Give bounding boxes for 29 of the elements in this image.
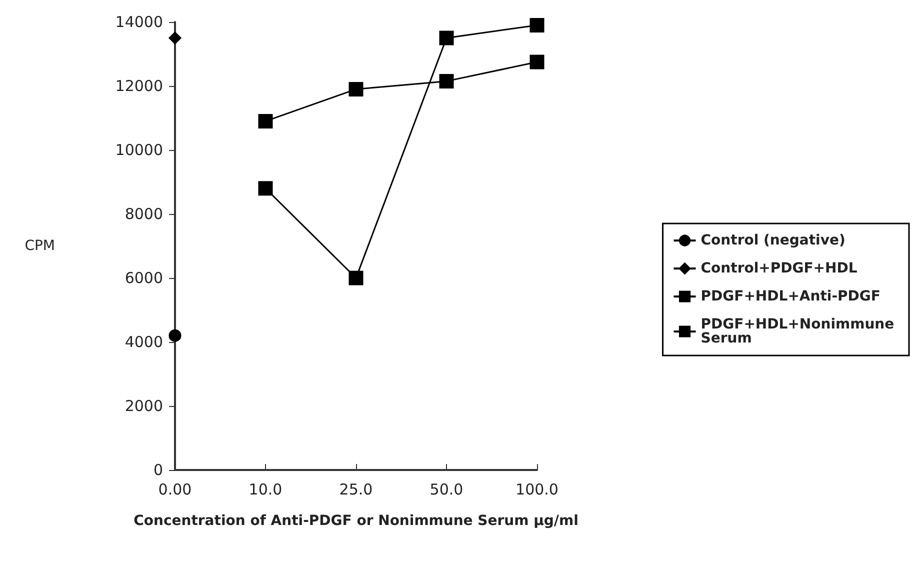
y-tick-label: 2000 [124,397,163,415]
point [348,270,364,286]
point [348,82,364,96]
legend-label: Control+PDGF+HDL [700,260,858,276]
point [530,18,544,32]
x-tick-label: 50.0 [430,480,464,498]
legend-label: PDGF+HDL+Nonimmune Serum [700,316,900,346]
y-tick-label: 10000 [115,141,163,159]
point [439,74,454,88]
point [168,32,182,44]
x-tick-label: 0.00 [158,480,192,498]
point [530,54,544,70]
point [258,181,273,196]
y-tick-label: 4000 [124,333,163,351]
y-tick-label: 6000 [124,269,163,287]
x-tick-label: 100.0 [516,480,558,498]
x-tick-label: 10.0 [248,480,282,498]
x-tick-label: 25.0 [339,480,373,498]
y-tick-label: 0 [153,461,163,479]
point [258,114,273,128]
point [168,329,182,342]
y-tick-label: 14000 [115,13,163,31]
y-axis-title: CPM [24,238,55,254]
y-tick-label: 8000 [124,205,163,223]
legend-label: Control (negative) [700,232,846,248]
point [439,30,454,46]
legend-label: PDGF+HDL+Anti-PDGF [700,288,880,304]
x-axis-title: Concentration of Anti-PDGF or Nonimmune Serum µg/ml [134,513,578,529]
y-tick-label: 12000 [115,77,163,95]
